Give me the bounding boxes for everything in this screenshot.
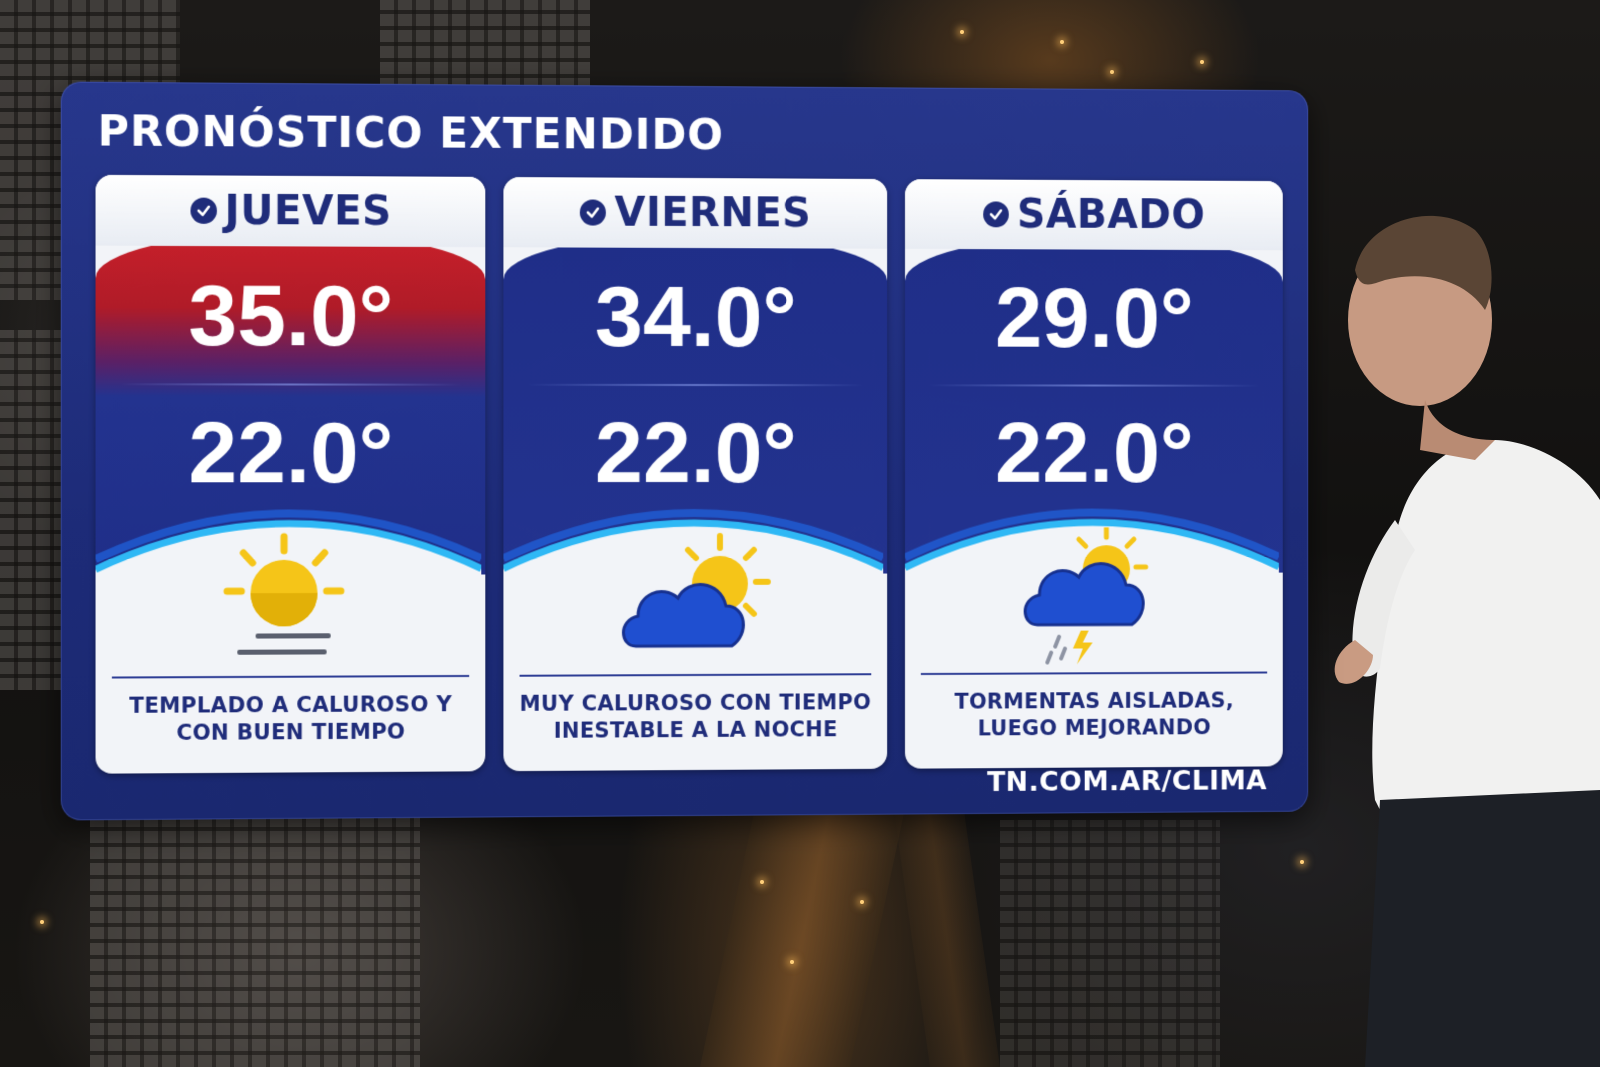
description-divider xyxy=(519,673,872,677)
day-name: SÁBADO xyxy=(1017,191,1206,239)
day-header: JUEVES xyxy=(95,174,486,248)
cloud-sun-icon xyxy=(621,533,776,648)
min-temperature: 22.0° xyxy=(188,404,394,502)
check-icon xyxy=(580,199,607,226)
source-url: TN.COM.AR/CLIMA xyxy=(987,765,1268,799)
description-divider xyxy=(111,674,470,679)
forecast-card-thursday: JUEVES 35.0° 22.0° xyxy=(95,174,486,774)
day-name: VIERNES xyxy=(614,189,812,237)
check-icon xyxy=(190,197,217,224)
day-header: SÁBADO xyxy=(904,179,1283,251)
day-name: JUEVES xyxy=(224,187,392,235)
panel-title: PRONÓSTICO EXTENDIDO xyxy=(97,106,724,160)
weather-description: TEMPLADO A CALUROSO Y CON BUEN TIEMPO xyxy=(129,692,452,745)
min-temperature: 22.0° xyxy=(594,404,797,502)
forecast-card-friday: VIERNES 34.0° 22.0° xyxy=(503,177,888,772)
forecast-card-saturday: SÁBADO 29.0° 22.0° xyxy=(904,179,1283,769)
presenter-figure xyxy=(1334,215,1600,1067)
forecast-cards: JUEVES 35.0° 22.0° xyxy=(95,174,1283,774)
temperature-divider xyxy=(928,384,1260,387)
description-divider xyxy=(920,671,1268,676)
temperature-divider xyxy=(120,383,462,386)
temperature-divider xyxy=(527,383,864,387)
day-header: VIERNES xyxy=(503,177,888,249)
min-temperature: 22.0° xyxy=(995,405,1194,501)
check-icon xyxy=(983,201,1010,228)
extended-forecast-panel: PRONÓSTICO EXTENDIDO JUEVES 35.0° 22.0° xyxy=(60,81,1309,821)
weather-description: MUY CALUROSO CON TIEMPO INESTABLE A LA N… xyxy=(519,690,872,743)
weather-description: TORMENTAS AISLADAS, LUEGO MEJORANDO xyxy=(954,688,1234,741)
sun-haze-icon xyxy=(215,528,367,655)
max-temperature: 34.0° xyxy=(594,268,797,366)
thunderstorm-icon xyxy=(1016,527,1173,666)
max-temperature: 29.0° xyxy=(995,270,1194,366)
max-temperature: 35.0° xyxy=(188,267,394,365)
